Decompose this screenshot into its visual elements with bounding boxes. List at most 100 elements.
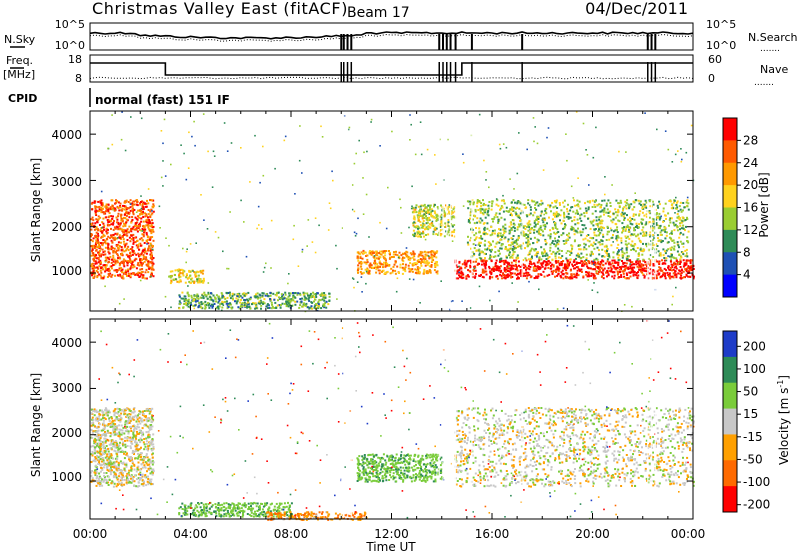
echo-cell	[299, 298, 302, 300]
echo-cell	[110, 248, 113, 251]
echo-cell	[501, 206, 504, 209]
echo-cell	[274, 167, 276, 170]
echo-cell	[687, 208, 690, 211]
echo-cell	[651, 217, 654, 220]
echo-cell	[424, 207, 427, 210]
echo-cell	[403, 256, 406, 259]
echo-cell	[141, 204, 144, 207]
echo-cell	[164, 295, 167, 298]
echo-cell	[430, 224, 433, 227]
echo-cell	[372, 255, 375, 258]
echo-cell	[369, 264, 372, 267]
echo-cell	[236, 293, 239, 295]
echo-cell	[364, 268, 367, 271]
echo-cell	[655, 213, 658, 215]
echo-cell	[499, 238, 502, 241]
echo-cell	[565, 215, 568, 218]
echo-cell	[168, 244, 170, 247]
echo-cell	[485, 273, 488, 276]
echo-cell	[289, 300, 292, 303]
echo-cell	[559, 214, 562, 217]
echo-cell	[663, 229, 666, 232]
echo-cell	[148, 220, 151, 223]
echo-cell	[427, 210, 430, 213]
echo-cell	[432, 250, 435, 253]
echo-cell	[686, 255, 689, 258]
echo-cell	[524, 274, 527, 277]
echo-cell	[476, 264, 479, 266]
echo-cell	[375, 268, 378, 271]
echo-cell	[611, 236, 614, 239]
noise-right-tick-low: 10^0	[706, 39, 736, 52]
echo-cell	[584, 227, 587, 230]
echo-cell	[632, 274, 635, 277]
echo-cell	[94, 262, 97, 265]
echo-cell	[621, 227, 624, 229]
echo-cell	[457, 277, 460, 280]
echo-cell	[503, 200, 505, 203]
echo-cell	[640, 203, 642, 206]
echo-cell	[673, 241, 676, 244]
echo-cell	[323, 306, 326, 309]
echo-cell	[677, 262, 680, 264]
echo-cell	[308, 306, 311, 309]
echo-cell	[360, 276, 363, 278]
echo-cell	[659, 268, 662, 271]
echo-cell	[294, 292, 297, 294]
echo-cell	[582, 122, 585, 125]
echo-cell	[262, 302, 264, 305]
echo-cell	[503, 237, 506, 240]
echo-cell	[618, 268, 621, 271]
echo-cell	[540, 246, 543, 249]
echo-cell	[490, 225, 493, 228]
station-title: Christmas Valley East (fitACF)	[92, 0, 348, 18]
echo-cell	[110, 223, 113, 226]
echo-cell	[535, 275, 538, 278]
echo-cell	[460, 274, 463, 277]
echo-cell	[394, 269, 397, 272]
echo-cell	[592, 156, 595, 159]
echo-cell	[374, 250, 377, 253]
echo-cell	[635, 224, 638, 227]
echo-cell	[400, 254, 403, 257]
echo-cell	[671, 266, 674, 269]
echo-cell	[193, 271, 196, 274]
echo-cell	[579, 207, 582, 210]
echo-cell	[533, 231, 536, 234]
echo-cell	[132, 237, 135, 239]
echo-cell	[448, 211, 451, 214]
echo-cell	[511, 243, 514, 245]
echo-cell	[574, 239, 576, 242]
echo-cell	[637, 266, 640, 269]
echo-cell	[258, 300, 261, 303]
echo-cell	[562, 277, 565, 280]
echo-cell	[462, 273, 465, 276]
echo-cell	[152, 268, 155, 271]
echo-cell	[480, 207, 483, 210]
echo-cell	[431, 255, 434, 258]
echo-cell	[135, 267, 138, 270]
echo-cell	[254, 307, 257, 310]
echo-cell	[675, 276, 678, 279]
echo-cell	[185, 276, 188, 279]
echo-cell	[139, 203, 142, 206]
echo-cell	[533, 236, 536, 239]
echo-cell	[527, 258, 530, 261]
echo-cell	[136, 239, 139, 242]
echo-cell	[543, 251, 546, 254]
echo-cell	[112, 237, 115, 240]
echo-cell	[389, 251, 391, 254]
echo-cell	[511, 254, 514, 257]
echo-cell	[498, 269, 500, 272]
echo-cell	[586, 271, 589, 274]
echo-cell	[127, 274, 130, 277]
echo-cell	[555, 261, 558, 264]
echo-cell	[511, 256, 514, 259]
echo-cell	[357, 264, 360, 267]
freq-panel: Freq. [MHz] 18 8 60 0 Nave .......	[3, 53, 788, 88]
echo-cell	[276, 304, 279, 307]
echo-cell	[560, 263, 563, 265]
echo-cell	[622, 215, 625, 218]
echo-cell	[417, 225, 420, 228]
echo-cell	[424, 261, 427, 264]
